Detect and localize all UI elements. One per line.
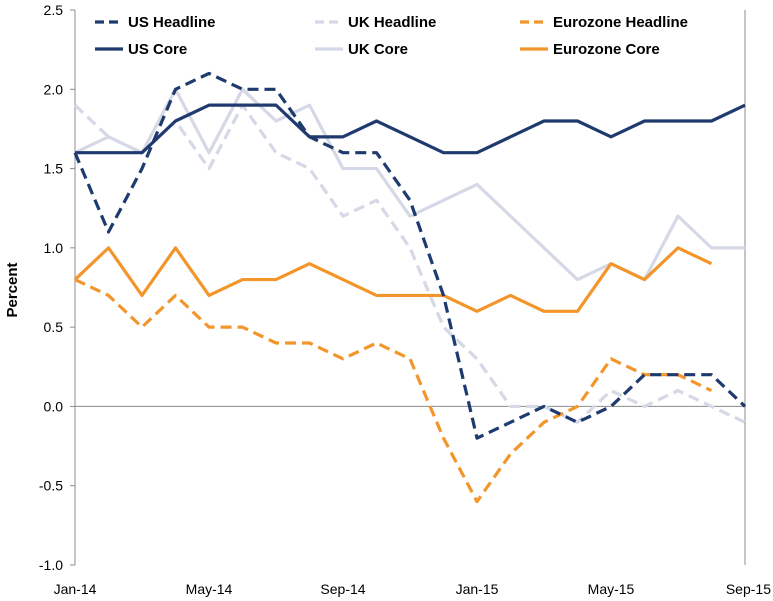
series-line-us-core <box>75 103 746 155</box>
y-tick-label: 2.0 <box>44 81 64 97</box>
legend-label-uk-core: UK Core <box>348 41 408 58</box>
x-tick-label: Sep-15 <box>726 581 771 597</box>
chart-axes: -1.0 -0.5 0.0 0.5 1.0 1.5 2.0 2.5 Jan-14 May-14 Se… <box>39 2 771 597</box>
legend-label-eurozone-core: Eurozone Core <box>553 41 660 58</box>
x-tick-label: May-15 <box>588 581 635 597</box>
series-line-us-headline <box>73 71 747 440</box>
x-tick-label: Sep-14 <box>320 581 365 597</box>
x-tick-label: May-14 <box>186 581 233 597</box>
y-tick-label: 1.5 <box>44 161 64 177</box>
series-line-eurozone-core <box>73 246 713 313</box>
series-line-eurozone-headline <box>74 278 713 504</box>
series-line-uk-headline <box>73 103 746 424</box>
y-tick-label: 0.0 <box>44 398 64 414</box>
legend-label-uk-headline: UK Headline <box>348 14 436 31</box>
y-tick-label: 2.5 <box>44 2 64 18</box>
legend-label-eurozone-headline: Eurozone Headline <box>553 14 688 31</box>
legend-label-us-headline: US Headline <box>128 14 216 31</box>
y-tick-label: -1.0 <box>39 557 63 573</box>
legend-label-us-core: US Core <box>128 41 187 58</box>
y-axis-label: Percent <box>4 262 21 317</box>
chart-legend: US Headline UK Headline Eurozone Headline U… <box>95 14 688 58</box>
y-tick-label: -0.5 <box>39 478 63 494</box>
series-layer <box>73 71 747 504</box>
x-tick-label: Jan-15 <box>456 581 499 597</box>
y-tick-label: 1.0 <box>44 240 64 256</box>
x-tick-label: Jan-14 <box>54 581 97 597</box>
y-tick-label: 0.5 <box>44 319 64 335</box>
